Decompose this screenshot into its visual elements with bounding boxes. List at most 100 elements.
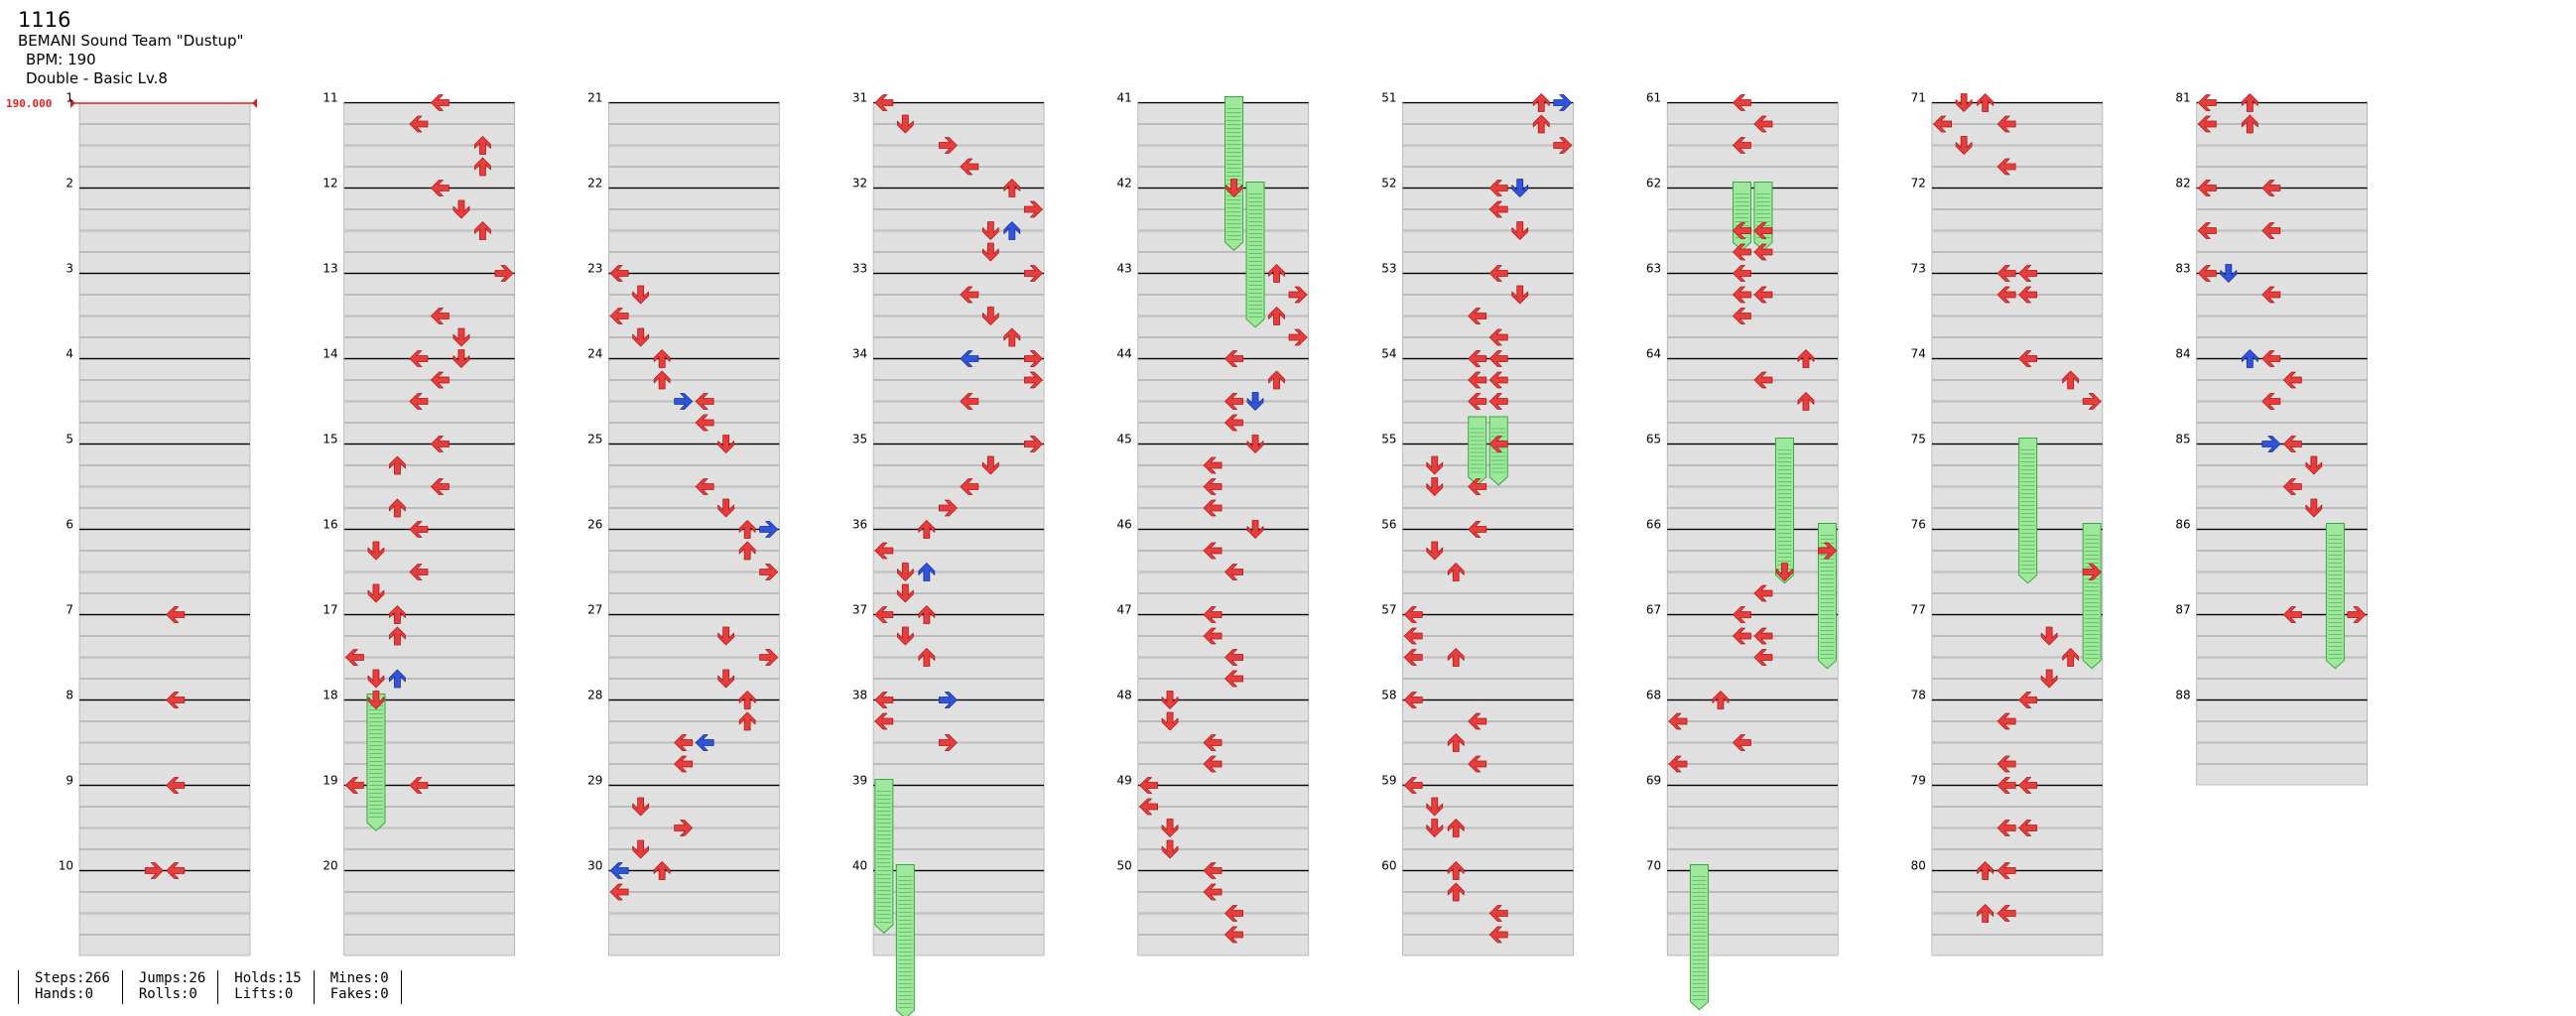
beat-band	[1402, 913, 1574, 935]
arrow-shape	[1203, 734, 1223, 751]
arrow-shape	[981, 221, 999, 240]
arrow-shape	[695, 734, 714, 751]
beat-band	[1931, 807, 2104, 828]
arrow-shape	[2197, 180, 2217, 196]
beat-band	[78, 167, 251, 189]
beat-band	[1402, 295, 1574, 317]
arrow-note	[1996, 862, 2016, 879]
arrow-note	[918, 648, 936, 667]
arrow-note	[938, 734, 958, 751]
arrow-note	[1733, 627, 1751, 645]
arrow-shape	[874, 692, 894, 708]
beat-band	[343, 657, 516, 679]
arrow-shape	[2282, 436, 2302, 452]
offbeat-arrow-note	[1553, 94, 1573, 111]
hold-body	[1817, 523, 1837, 670]
beat-band	[78, 508, 251, 530]
arrow-shape	[1161, 819, 1179, 837]
arrow-shape	[1468, 393, 1487, 410]
arrow-note	[452, 199, 470, 219]
arrow-note	[1753, 286, 1773, 304]
arrow-shape	[738, 520, 756, 539]
measure-number: 66	[1646, 518, 1661, 532]
beat-band	[872, 145, 1045, 167]
arrow-shape	[874, 94, 894, 111]
beat-band	[1402, 188, 1574, 209]
beat-band	[872, 444, 1045, 465]
arrow-note	[2062, 648, 2080, 667]
measure-number: 36	[852, 518, 867, 532]
arrow-shape	[1733, 308, 1751, 324]
measure-number: 11	[322, 91, 337, 105]
measure-number: 74	[1911, 347, 1926, 361]
beat-band	[1402, 721, 1574, 743]
arrow-shape	[1733, 222, 1751, 239]
beat-band	[872, 124, 1045, 146]
measure-number: 73	[1911, 262, 1926, 276]
arrow-shape	[345, 777, 364, 794]
beat-band	[2196, 679, 2368, 700]
arrow-shape	[938, 692, 958, 708]
beat-band	[1931, 870, 2104, 892]
arrow-note	[1468, 521, 1487, 538]
arrow-shape	[1161, 691, 1179, 709]
arrow-shape	[1668, 712, 1688, 730]
arrow-note	[409, 115, 429, 133]
measure-number: 52	[1381, 177, 1396, 190]
arrow-note	[918, 520, 936, 539]
arrow-note	[2305, 455, 2323, 475]
beat-band	[872, 380, 1045, 402]
beat-band	[872, 273, 1045, 295]
measure-number: 81	[2175, 91, 2190, 105]
arrow-note	[389, 605, 406, 624]
beat-band	[1931, 444, 2104, 465]
hold-body	[1689, 864, 1709, 1011]
arrow-shape	[1468, 371, 1487, 389]
offbeat-arrow-note	[918, 563, 936, 581]
arrow-shape	[1955, 93, 1973, 112]
arrow-note	[1933, 115, 1953, 133]
arrow-shape	[2241, 93, 2258, 112]
beat-band	[1931, 423, 2104, 444]
arrow-shape	[1553, 137, 1573, 154]
beat-band	[343, 486, 516, 508]
beat-band	[1931, 145, 2104, 167]
arrow-note	[874, 94, 894, 111]
arrow-note	[1996, 712, 2016, 730]
beat-band	[343, 935, 516, 956]
arrow-note	[452, 349, 470, 368]
arrow-shape	[367, 541, 385, 561]
measure-number: 79	[1911, 774, 1926, 788]
measure-number: 13	[322, 262, 337, 276]
measure-number: 10	[59, 859, 73, 873]
arrow-shape	[960, 158, 979, 176]
arrow-note	[2197, 180, 2217, 196]
arrow-shape	[1023, 436, 1043, 452]
beat-band	[2196, 657, 2368, 679]
arrow-shape	[1246, 520, 1264, 539]
arrow-note	[1668, 712, 1688, 730]
beat-band	[78, 764, 251, 786]
beat-band	[2196, 764, 2368, 786]
beat-band	[872, 892, 1045, 914]
beat-band	[1666, 316, 1839, 337]
beat-band	[608, 209, 780, 231]
beat-band	[608, 721, 780, 743]
arrow-note	[1468, 371, 1487, 389]
beat-band	[2196, 465, 2368, 487]
beat-band	[343, 337, 516, 359]
hold-body	[1774, 438, 1794, 584]
arrow-note	[1447, 563, 1465, 581]
arrow-shape	[674, 734, 694, 751]
arrow-note	[695, 414, 714, 432]
arrow-note	[1426, 819, 1444, 837]
beat-band	[1137, 444, 1310, 465]
arrow-shape	[1753, 286, 1773, 304]
arrow-note	[1488, 180, 1508, 196]
beat-band	[1137, 785, 1310, 807]
arrow-note	[1996, 158, 2016, 176]
arrow-shape	[2261, 436, 2281, 452]
arrow-shape	[1224, 393, 1243, 410]
beat-band	[78, 465, 251, 487]
arrow-note	[2082, 564, 2102, 580]
